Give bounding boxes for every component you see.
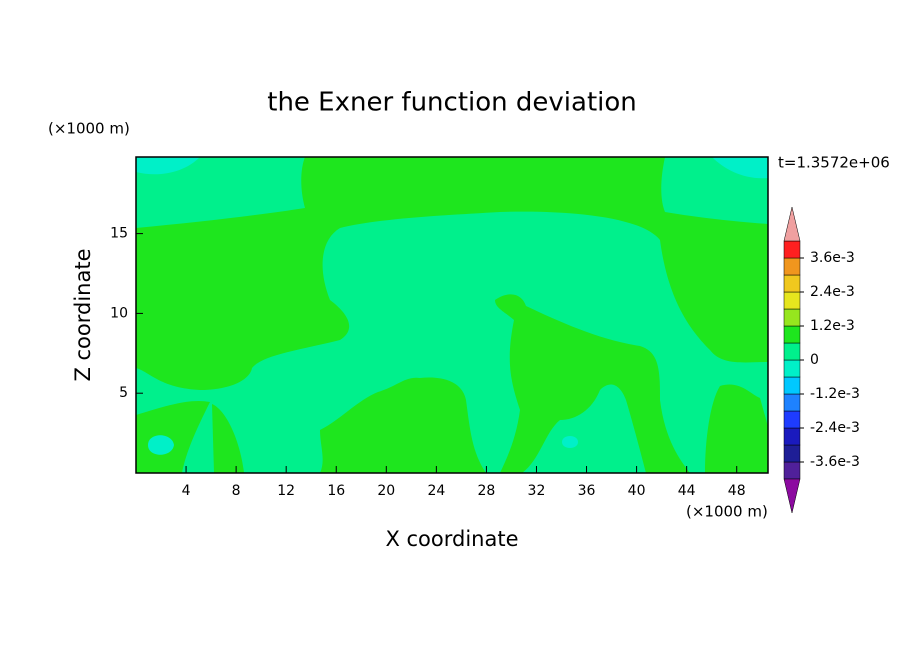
colorbar-box (783, 274, 801, 293)
x-tick-label: 12 (277, 483, 295, 499)
x-tick-label: 4 (182, 483, 191, 499)
colorbar-box (783, 393, 801, 412)
x-tick-label: 8 (232, 483, 241, 499)
y-unit: (×1000 m) (48, 120, 130, 138)
colorbar-over (783, 206, 801, 242)
contour-field (136, 157, 768, 473)
contour-region (136, 157, 768, 390)
contour-region (562, 436, 578, 448)
x-tick-label: 32 (528, 483, 546, 499)
colorbar-tick-label: 0 (810, 352, 819, 368)
colorbar-tick-label: -1.2e-3 (810, 386, 860, 402)
contour-region (212, 404, 244, 473)
y-tick-label: 15 (110, 226, 128, 242)
x-tick-label: 36 (578, 483, 596, 499)
colorbar-box (783, 308, 801, 327)
colorbar-box (783, 410, 801, 429)
colorbar-box (783, 342, 801, 361)
colorbar-box (783, 376, 801, 395)
colorbar-tick-label: -3.6e-3 (810, 454, 860, 470)
x-tick-label: 16 (327, 483, 345, 499)
contour-region (705, 384, 768, 473)
colorbar-tick-label: -2.4e-3 (810, 420, 860, 436)
x-tick-label: 48 (728, 483, 746, 499)
x-tick-label: 28 (478, 483, 496, 499)
contour-region (148, 435, 174, 455)
colorbar-box (783, 291, 801, 310)
x-unit: (×1000 m) (686, 503, 768, 521)
y-axis-label: Z coordinate (71, 248, 95, 381)
colorbar-box (783, 359, 801, 378)
colorbar-under (783, 478, 801, 514)
contour-region (320, 377, 486, 473)
contour-region (495, 294, 690, 473)
colorbar-box (783, 240, 801, 259)
x-tick-label: 40 (628, 483, 646, 499)
colorbar-box (783, 461, 801, 480)
colorbar-tick-label: 3.6e-3 (810, 250, 855, 266)
colorbar-box (783, 444, 801, 463)
colorbar-box (783, 257, 801, 276)
colorbar-box (783, 325, 801, 344)
colorbar-box (783, 427, 801, 446)
x-axis-label: X coordinate (385, 527, 518, 551)
x-tick-label: 44 (678, 483, 696, 499)
x-tick-label: 24 (427, 483, 445, 499)
contour-region (136, 400, 210, 473)
colorbar-tick-label: 2.4e-3 (810, 284, 855, 300)
plot-frame (135, 156, 769, 474)
annotation: t=1.3572e+06 (778, 154, 890, 172)
y-tick-label: 5 (119, 385, 128, 401)
contour-region (136, 157, 200, 175)
chart-title: the Exner function deviation (267, 88, 637, 118)
y-tick-label: 10 (110, 305, 128, 321)
colorbar-tick-label: 1.2e-3 (810, 318, 855, 334)
contour-region (712, 157, 768, 179)
x-tick-label: 20 (377, 483, 395, 499)
